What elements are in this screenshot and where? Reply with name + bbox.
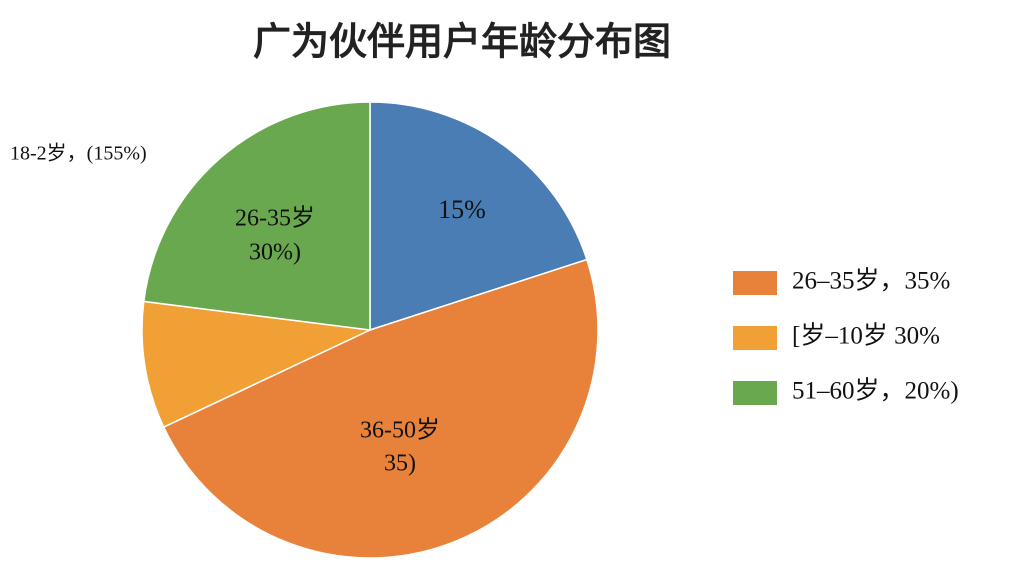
slice-annotation: 15%	[438, 195, 486, 224]
legend-label: [岁–10岁 30%	[792, 322, 940, 350]
slice-annotation: 26-35岁	[235, 205, 315, 232]
legend-swatch	[733, 326, 777, 350]
slice-annotation: 36-50岁	[360, 417, 440, 444]
legend-swatch	[733, 381, 777, 405]
slice-annotation: 35)	[384, 451, 416, 477]
chart-title: 广为伙伴用户年龄分布图	[253, 20, 671, 64]
slice-annotation: 18-2岁，(155%)	[10, 142, 147, 165]
slice-annotation: 30%)	[249, 240, 301, 266]
pie-slice	[142, 101, 371, 331]
legend-label: 51–60岁，20%)	[792, 377, 959, 405]
pie-slice	[162, 258, 599, 559]
pie-slice	[369, 101, 588, 332]
pie-slice	[141, 300, 373, 429]
legend-swatch	[733, 271, 777, 295]
legend-label: 26–35岁，35%	[792, 267, 950, 295]
